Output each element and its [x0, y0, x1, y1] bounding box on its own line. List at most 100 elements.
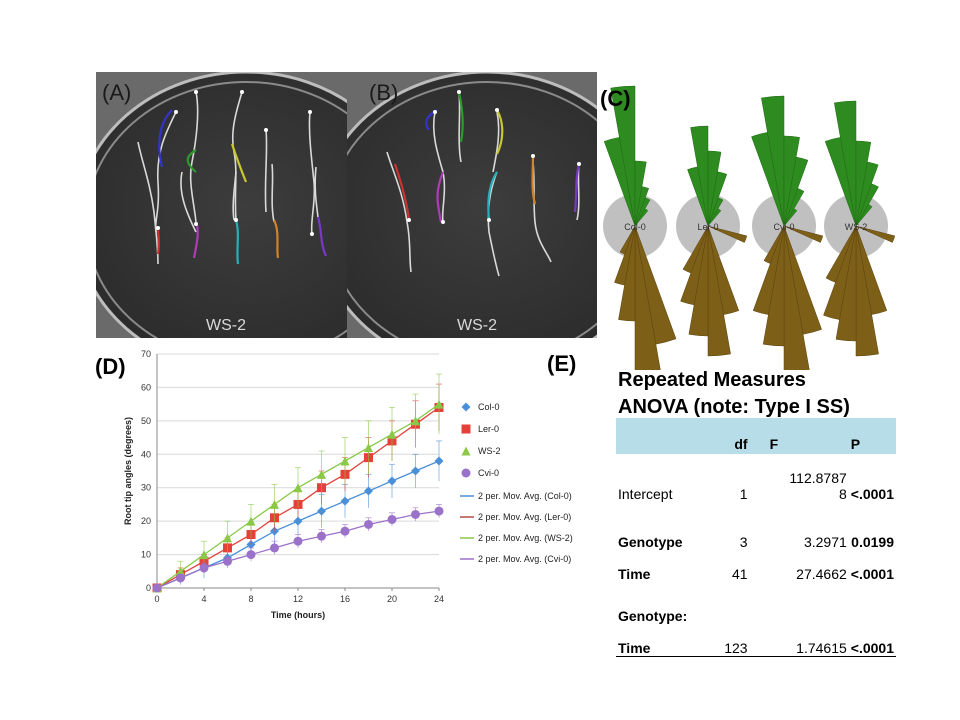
- rose-petal-up: [707, 197, 724, 227]
- time-p: <.0001: [850, 566, 894, 582]
- anova-header-row: df F P: [616, 418, 896, 454]
- data-point-ws-2: [317, 469, 326, 479]
- x-tick-label: 16: [340, 594, 350, 604]
- rose-petal-up: [783, 156, 809, 227]
- table-row: Time 123 1.74615 <.0001: [616, 624, 896, 657]
- y-tick-label: 40: [141, 449, 151, 459]
- data-point-ws-2: [340, 456, 350, 466]
- rose-petal-down: [707, 225, 731, 357]
- y-tick-label: 60: [141, 382, 151, 392]
- table-row: Time 41 27.4662 <.0001: [616, 550, 896, 582]
- data-point-cvi-0: [317, 531, 326, 541]
- anova-title: Repeated Measures ANOVA (note: Type I SS…: [618, 367, 850, 421]
- interaction-label-top: Genotype:: [618, 608, 688, 624]
- panel-b-plate-photo: WS-2 (B): [347, 72, 597, 338]
- rose-petal-down: [619, 225, 636, 255]
- data-point-ws-2: [223, 533, 232, 543]
- x-tick-label: 8: [248, 594, 253, 604]
- data-point-cvi-0: [246, 550, 256, 560]
- anova-title-line1: Repeated Measures: [618, 369, 806, 391]
- plate-a-image: WS-2: [96, 72, 351, 338]
- legend-label-ws-2: WS-2: [478, 446, 501, 456]
- interaction-p: <.0001: [848, 624, 896, 657]
- data-point-cvi-0: [152, 583, 162, 593]
- rose-petal-up: [783, 208, 798, 227]
- y-tick-label: 0: [146, 583, 151, 593]
- x-axis-label: Time (hours): [271, 610, 325, 620]
- legend-label-cvi-0: Cvi-0: [478, 468, 499, 478]
- rose-petal-side: [855, 225, 896, 243]
- rose-petal-up: [634, 208, 649, 227]
- rose-petal-up: [707, 208, 722, 227]
- rose-petal-up: [634, 197, 651, 227]
- data-point-col-0: [340, 496, 350, 506]
- panel-e-anova: (E) Repeated Measures ANOVA (note: Type …: [545, 345, 905, 657]
- x-tick-label: 24: [434, 594, 444, 604]
- data-point-ws-2: [411, 416, 420, 426]
- table-row: Genotype 3 3.2971 0.0199: [616, 518, 896, 550]
- panel-d-line-chart: (D) 0 10 20 30 40 50 60 70 0 4 8 12 16 20 24 Time (hour…: [95, 340, 605, 640]
- rose-petal-up: [855, 183, 879, 227]
- data-point-cvi-0: [223, 556, 232, 566]
- table-row: Genotype:: [616, 582, 896, 624]
- rose-petal-down: [614, 225, 636, 286]
- rose-petal-up: [855, 161, 879, 227]
- legend-marker-col-0: [461, 402, 471, 412]
- rose-petal-down: [763, 225, 785, 264]
- rose-petal-up: [761, 95, 785, 227]
- plate-b-handwriting: WS-2: [457, 317, 497, 334]
- legend-trend-label: 2 per. Mov. Avg. (Cvi-0): [478, 554, 571, 564]
- plate-b-image: WS-2: [347, 72, 597, 338]
- time-f: 27.4662: [796, 566, 847, 582]
- legend-marker-ler-0: [461, 424, 471, 434]
- data-point-col-0: [364, 486, 373, 496]
- rose-diagrams-svg: Col-0 Ler-0 Cvi-0 WS-2: [603, 85, 896, 382]
- intercept-f: 8: [838, 486, 847, 502]
- x-tick-label: 0: [154, 594, 159, 604]
- rose-petal-down: [752, 225, 785, 315]
- intercept-f-top: 112.8787: [789, 470, 847, 486]
- legend-trend-label: 2 per. Mov. Avg. (WS-2): [478, 533, 573, 543]
- data-point-cvi-0: [411, 509, 420, 519]
- rose-petal-up: [834, 100, 857, 227]
- y-tick-label: 30: [141, 483, 151, 493]
- header-p: P: [848, 418, 896, 454]
- intercept-label: Intercept: [618, 486, 673, 502]
- genotype-p: 0.0199: [851, 534, 894, 550]
- rose-petal-down: [855, 225, 879, 357]
- anova-title-line2: ANOVA (note: Type I SS): [618, 396, 850, 418]
- root-angle-chart: 0 10 20 30 40 50 60 70 0 4 8 12 16 20 24 Time (hours) Ro…: [123, 349, 573, 620]
- y-tick-label: 20: [141, 516, 151, 526]
- data-point-ws-2: [199, 550, 209, 560]
- rose-petal-side: [707, 225, 748, 243]
- data-point-cvi-0: [176, 573, 185, 583]
- interaction-label-bottom: Time: [616, 624, 711, 657]
- legend-trend-label: 2 per. Mov. Avg. (Col-0): [478, 491, 572, 501]
- rose-petal-up: [855, 203, 873, 227]
- panel-a-plate-photo: WS-2 (A): [96, 72, 351, 338]
- data-point-col-0: [434, 456, 444, 466]
- rose-petal-down: [825, 225, 857, 283]
- legend-marker-cvi-0: [461, 468, 471, 478]
- x-tick-label: 20: [387, 594, 397, 604]
- rose-petal-down: [680, 225, 709, 306]
- y-tick-label: 50: [141, 416, 151, 426]
- interaction-f: 1.74615: [749, 624, 849, 657]
- data-point-ws-2: [176, 566, 185, 576]
- genotype-f: 3.2971: [803, 534, 847, 550]
- data-point-col-0: [293, 516, 303, 526]
- legend-label-col-0: Col-0: [478, 402, 500, 412]
- rose-petal-down: [823, 225, 857, 320]
- data-point-cvi-0: [293, 536, 303, 546]
- table-row: Intercept 1 8 <.0001: [616, 486, 896, 518]
- genotype-label: Genotype: [618, 534, 683, 550]
- table-row: 112.8787: [616, 454, 896, 486]
- rose-label-cvi-0: Cvi-0: [773, 222, 794, 232]
- data-point-col-0: [270, 526, 279, 536]
- data-point-ws-2: [387, 429, 397, 439]
- rose-petal-side: [783, 225, 824, 243]
- y-tick-label: 10: [141, 550, 151, 560]
- data-point-ws-2: [434, 399, 444, 409]
- anova-table: df F P 112.8787 Intercept 1 8 <.0001 Gen…: [616, 418, 896, 657]
- intercept-p: <.0001: [850, 486, 894, 502]
